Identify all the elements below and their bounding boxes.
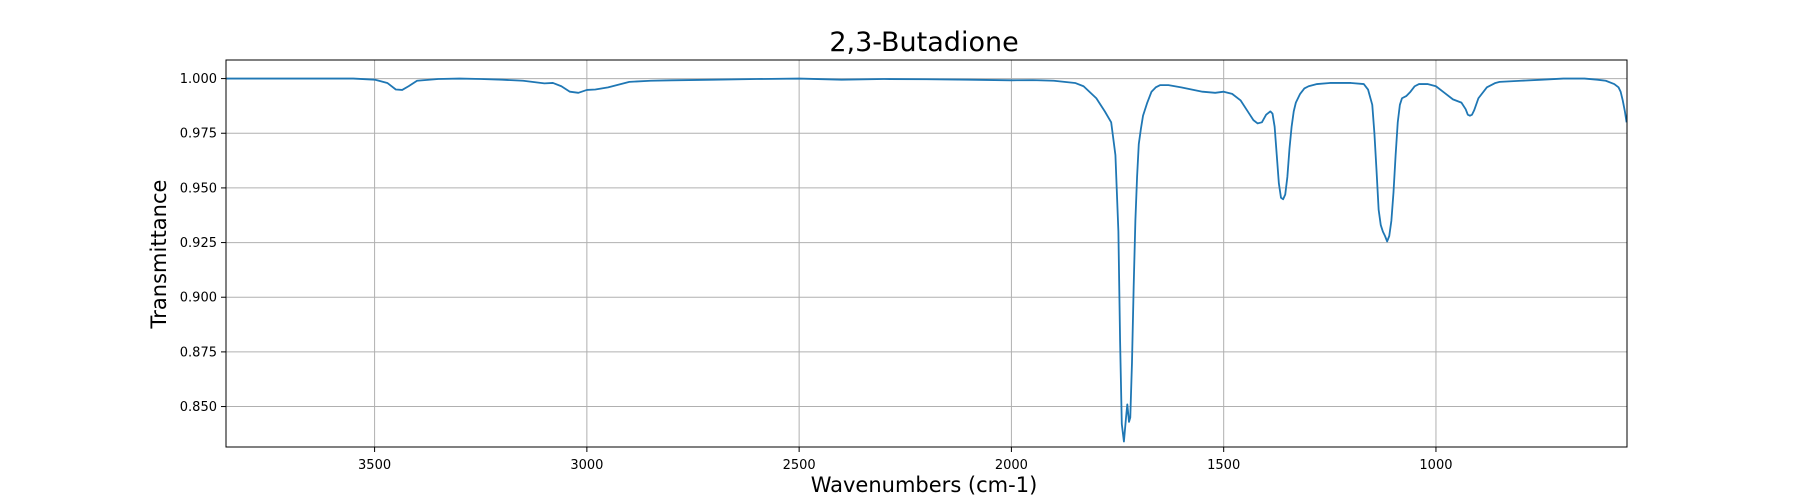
y-tick-label: 0.975 — [180, 127, 217, 142]
line-layer — [226, 77, 1628, 443]
y-tick-label: 0.850 — [180, 400, 217, 415]
x-tick-label: 1000 — [1419, 458, 1452, 473]
y-axis-label: Transmittance — [147, 180, 171, 330]
x-tick-label: 2500 — [783, 458, 816, 473]
x-tick-label: 2000 — [995, 458, 1028, 473]
y-tick-label: 0.875 — [180, 345, 217, 360]
x-tick-label: 1500 — [1207, 458, 1240, 473]
tick-layer: 3500 3000 2500 2000 1500 1000 0.850 0.875 0.900 0… — [180, 72, 1453, 473]
x-axis-label: Wavenumbers (cm-1) — [811, 473, 1038, 497]
y-tick-label: 0.900 — [180, 291, 217, 306]
plot-frame — [225, 59, 1628, 448]
y-tick-label: 0.950 — [180, 181, 217, 196]
y-tick-label: 1.000 — [180, 72, 217, 87]
x-tick-label: 3500 — [358, 458, 391, 473]
x-tick-label: 3000 — [570, 458, 603, 473]
y-tick-label: 0.925 — [180, 236, 217, 251]
spectrum-line — [226, 77, 1628, 443]
chart-title: 2,3-Butadione — [829, 27, 1018, 58]
